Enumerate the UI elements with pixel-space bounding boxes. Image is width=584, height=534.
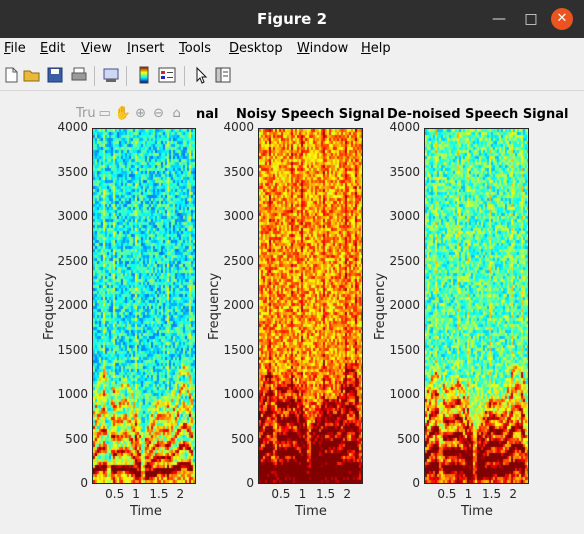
menu-desktop[interactable]: Desktop [229, 41, 283, 56]
axes-title-clean: nal [196, 107, 219, 122]
property-inspector-icon[interactable] [214, 66, 232, 84]
ytick-label: 500 [231, 431, 254, 446]
ytick-label: 500 [397, 431, 420, 446]
ytick-label: 1500 [223, 342, 254, 357]
xtick-label: 2 [509, 487, 517, 501]
menubar: File Edit View Insert Tools Desktop Wind… [0, 38, 584, 60]
xtick-label: 1.5 [149, 487, 169, 501]
open-file-icon[interactable] [23, 66, 41, 84]
toolbar-separator [126, 66, 127, 86]
xtick-label: 1.5 [482, 487, 502, 501]
new-figure-icon[interactable] [2, 66, 20, 84]
ytick-label: 4000 [57, 120, 88, 134]
ytick-label: 1500 [57, 342, 88, 357]
xlabel-clean: Time [130, 504, 162, 519]
ytick-label: 500 [65, 431, 88, 446]
ytick-label: 3500 [57, 164, 88, 179]
xlabel-noisy: Time [295, 504, 327, 519]
ytick-label: 3500 [223, 164, 254, 179]
zoom-out-icon[interactable]: ⊖ [153, 106, 165, 121]
ytick-label: 1000 [223, 387, 254, 401]
ytick-label: 1000 [389, 387, 420, 401]
menu-insert[interactable]: Insert [127, 41, 165, 56]
xtick-label: 0.5 [105, 487, 125, 501]
ylabel-clean: Frequency [42, 272, 57, 340]
ytick-label: 2500 [223, 253, 254, 268]
ytick-label: 3000 [223, 209, 254, 223]
insert-colorbar-icon[interactable] [135, 66, 153, 84]
xtick-label: 2 [343, 487, 351, 501]
ytick-label: 2000 [223, 298, 254, 312]
insert-legend-icon[interactable] [158, 66, 176, 84]
ytick-label: 0 [80, 476, 88, 490]
menu-view[interactable]: View [81, 41, 112, 56]
axes-toolbar: Tru ▭ ✋ ⊕ ⊖ ⌂ [74, 106, 188, 124]
ytick-label: 3000 [57, 209, 88, 223]
spectrogram-clean[interactable] [92, 128, 196, 484]
xtick-label: 1.5 [316, 487, 336, 501]
minimize-icon[interactable]: — [492, 11, 506, 27]
spectrogram-denoised-canvas [425, 129, 528, 483]
ytick-label: 2000 [389, 298, 420, 312]
xtick-label: 0.5 [271, 487, 291, 501]
ylabel-noisy: Frequency [207, 272, 222, 340]
ytick-label: 2500 [57, 253, 88, 268]
ytick-label: 1000 [57, 387, 88, 401]
menu-help[interactable]: Help [361, 41, 391, 56]
ytick-label: 4000 [389, 120, 420, 134]
spectrogram-noisy-canvas [259, 129, 362, 483]
ytick-label: 0 [246, 476, 254, 490]
axes-title-denoised: De-noised Speech Signal [387, 107, 569, 122]
spectrogram-clean-canvas [93, 129, 195, 483]
menu-tools[interactable]: Tools [179, 41, 212, 56]
menu-window[interactable]: Window [297, 41, 349, 56]
ytick-label: 4000 [223, 120, 254, 134]
axes-title-noisy: Noisy Speech Signal [236, 107, 385, 122]
pan-icon[interactable]: ✋ [114, 106, 131, 121]
toolbar-separator [184, 66, 185, 86]
xtick-label: 1 [132, 487, 140, 501]
xtick-label: 1 [464, 487, 473, 501]
toolbar-separator [94, 66, 95, 86]
ytick-label: 2500 [389, 253, 420, 268]
save-icon[interactable] [46, 66, 64, 84]
print-icon[interactable] [70, 66, 88, 84]
xtick-label: 0.5 [437, 487, 457, 501]
brush-icon[interactable]: ▭ [98, 106, 111, 121]
ytick-label: 2000 [57, 298, 88, 312]
ylabel-denoised: Frequency [373, 272, 388, 340]
window-titlebar: Figure 2 — □ ✕ [0, 0, 584, 38]
home-icon[interactable]: ⌂ [172, 106, 181, 121]
xlabel-denoised: Time [461, 504, 493, 519]
ytick-label: 3000 [389, 209, 420, 223]
maximize-icon[interactable]: □ [524, 11, 538, 27]
menu-edit[interactable]: Edit [40, 41, 66, 56]
axes-toolbar-partial-text: Tru [76, 106, 96, 121]
close-icon[interactable]: ✕ [551, 8, 573, 30]
zoom-in-icon[interactable]: ⊕ [135, 106, 147, 121]
xtick-label: 2 [176, 487, 185, 501]
ytick-label: 1500 [389, 342, 420, 357]
toolbar [0, 62, 584, 91]
pointer-icon[interactable] [192, 66, 210, 84]
ytick-label: 3500 [389, 164, 420, 179]
window-title: Figure 2 [256, 10, 328, 28]
ytick-label: 0 [412, 476, 420, 490]
menu-file[interactable]: File [4, 41, 26, 56]
print-preview-icon[interactable] [102, 66, 120, 84]
spectrogram-noisy[interactable] [258, 128, 363, 484]
spectrogram-denoised[interactable] [424, 128, 529, 484]
xtick-label: 1 [298, 487, 307, 501]
